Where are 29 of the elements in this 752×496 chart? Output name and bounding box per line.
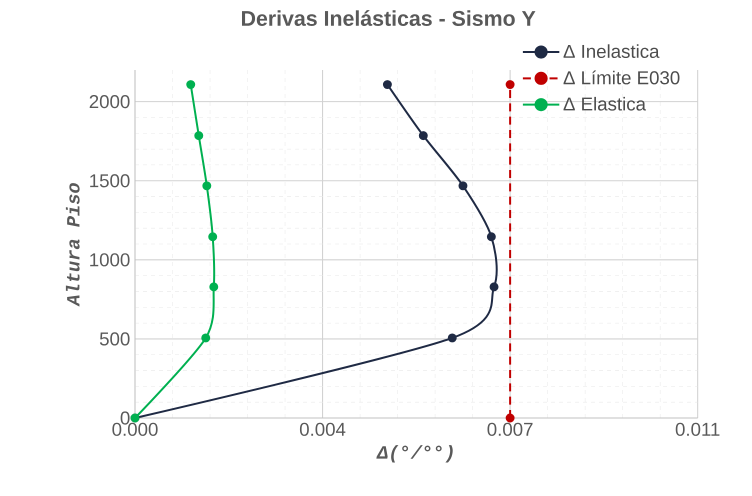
point: [382, 80, 392, 90]
point: [506, 414, 515, 422]
legend-label: Δ Inelastica: [564, 44, 660, 58]
point: [208, 232, 218, 242]
x-tick-label: 0.000: [112, 422, 158, 436]
point: [209, 282, 218, 292]
point: [194, 131, 204, 140]
x-tick-label: 0.007: [487, 422, 533, 436]
x-axis-title: Δ(°/°°): [376, 445, 453, 462]
y-tick-label: 1500: [90, 174, 130, 188]
point: [458, 181, 468, 190]
point: [490, 282, 499, 292]
y-tick-label: 0: [120, 411, 130, 425]
point: [186, 80, 196, 90]
point: [202, 181, 212, 190]
point: [418, 131, 428, 140]
point: [506, 80, 515, 90]
x-tick-label: 0.004: [300, 422, 346, 436]
y-tick-label: 1000: [90, 253, 130, 266]
legend-label: Δ Elastica: [564, 96, 646, 111]
y-tick-label: 500: [100, 332, 130, 346]
point: [448, 333, 457, 342]
point: [486, 232, 496, 242]
y-tick-label: 2000: [90, 95, 130, 108]
legend-label: Δ Límite E030: [564, 70, 680, 84]
point: [201, 333, 210, 342]
chart-title: Derivas Inelásticas - Sismo Y: [242, 10, 536, 26]
y-axis-title: Altura Piso: [66, 183, 80, 307]
x-tick-label: 0.011: [676, 422, 720, 436]
